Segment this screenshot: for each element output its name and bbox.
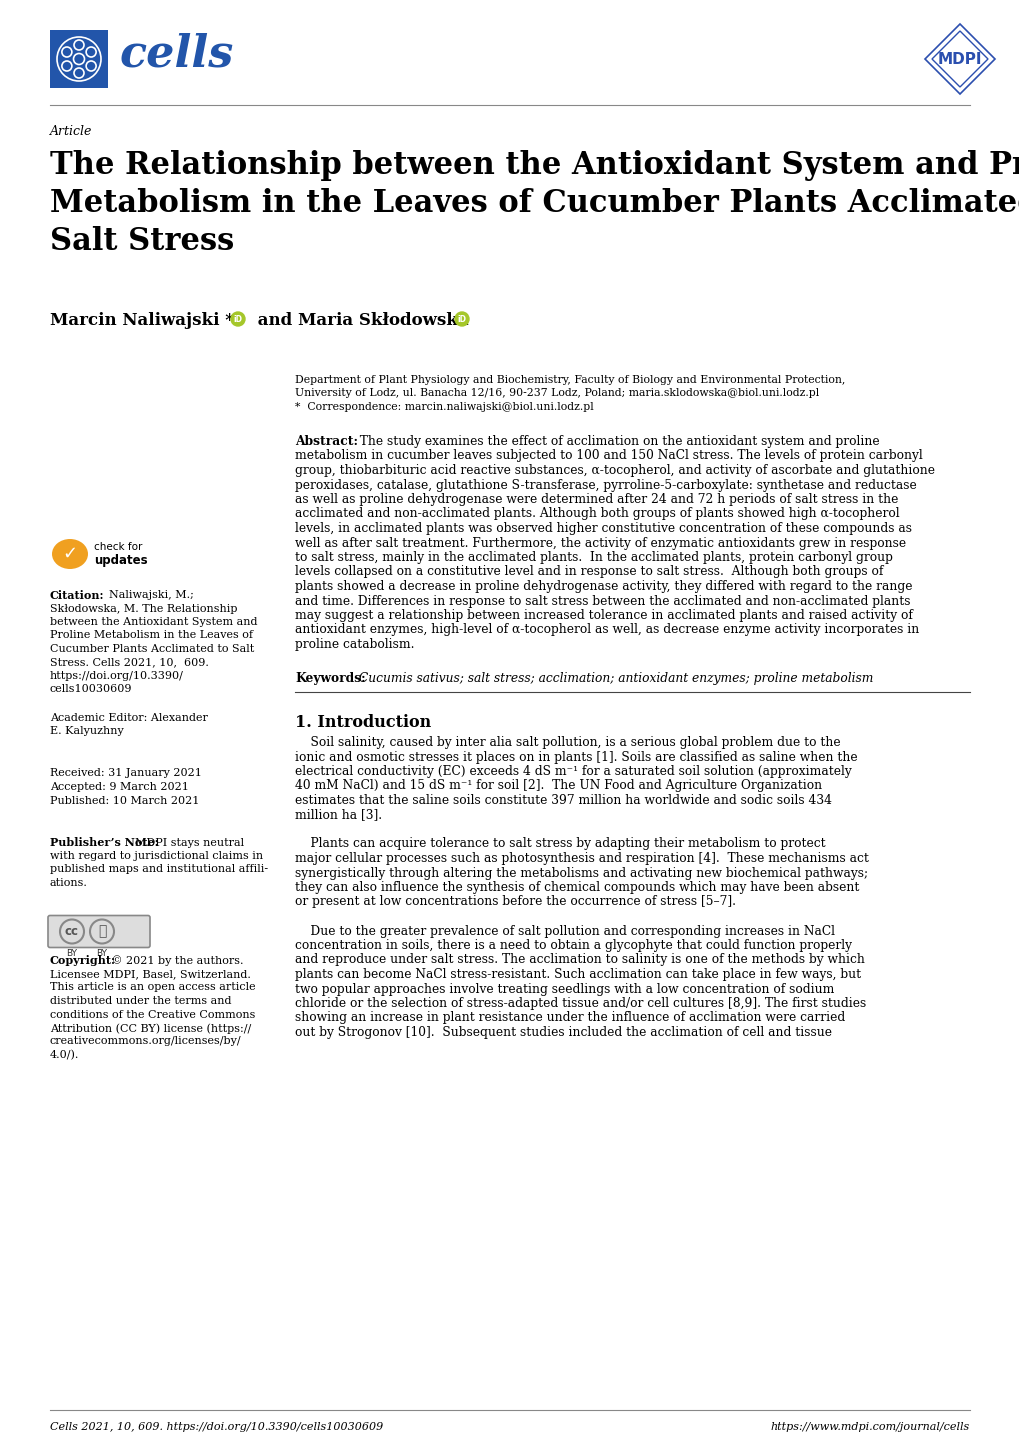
Text: levels, in acclimated plants was observed higher constitutive concentration of t: levels, in acclimated plants was observe… [294,522,911,535]
Text: 1. Introduction: 1. Introduction [294,714,431,731]
Text: Cucumber Plants Acclimated to Salt: Cucumber Plants Acclimated to Salt [50,645,254,655]
Text: electrical conductivity (EC) exceeds 4 dS m⁻¹ for a saturated soil solution (app: electrical conductivity (EC) exceeds 4 d… [294,766,851,779]
Text: ✓: ✓ [62,545,77,562]
Text: Abstract:: Abstract: [294,435,358,448]
Text: synergistically through altering the metabolisms and activating new biochemical : synergistically through altering the met… [294,867,867,880]
Text: may suggest a relationship between increased tolerance in acclimated plants and : may suggest a relationship between incre… [294,609,912,622]
Text: ations.: ations. [50,878,88,888]
Text: Copyright:: Copyright: [50,956,116,966]
Text: Cells 2021, 10, 609. https://doi.org/10.3390/cells10030609: Cells 2021, 10, 609. https://doi.org/10.… [50,1422,383,1432]
Text: acclimated and non-acclimated plants. Although both groups of plants showed high: acclimated and non-acclimated plants. Al… [294,508,899,521]
Text: Publisher’s Note:: Publisher’s Note: [50,838,159,848]
Text: and reproduce under salt stress. The acclimation to salinity is one of the metho: and reproduce under salt stress. The acc… [294,953,864,966]
Text: Academic Editor: Alexander: Academic Editor: Alexander [50,712,208,722]
Text: Stress. Cells 2021, 10,  609.: Stress. Cells 2021, 10, 609. [50,658,209,668]
Text: plants can become NaCl stress-resistant. Such acclimation can take place in few : plants can become NaCl stress-resistant.… [294,968,860,981]
Text: well as after salt treatment. Furthermore, the activity of enzymatic antioxidant: well as after salt treatment. Furthermor… [294,536,905,549]
Text: MDPI: MDPI [936,52,981,66]
Text: Received: 31 January 2021: Received: 31 January 2021 [50,769,202,779]
Text: Plants can acquire tolerance to salt stress by adapting their metabolism to prot: Plants can acquire tolerance to salt str… [294,838,824,851]
Text: Marcin Naliwajski *: Marcin Naliwajski * [50,311,233,329]
Text: plants showed a decrease in proline dehydrogenase activity, they differed with r: plants showed a decrease in proline dehy… [294,580,912,593]
Text: Soil salinity, caused by inter alia salt pollution, is a serious global problem : Soil salinity, caused by inter alia salt… [294,735,840,748]
Text: BY: BY [97,949,107,959]
Text: cells: cells [120,33,234,76]
Text: Skłodowska, M. The Relationship: Skłodowska, M. The Relationship [50,604,237,613]
Circle shape [454,311,469,326]
Circle shape [230,311,245,326]
Text: © 2021 by the authors.: © 2021 by the authors. [108,956,244,966]
Text: between the Antioxidant System and: between the Antioxidant System and [50,617,257,627]
Text: Proline Metabolism in the Leaves of: Proline Metabolism in the Leaves of [50,630,253,640]
Text: Accepted: 9 March 2021: Accepted: 9 March 2021 [50,782,189,792]
Text: Article: Article [50,125,93,138]
Text: chloride or the selection of stress-adapted tissue and/or cell cultures [8,9]. T: chloride or the selection of stress-adap… [294,996,865,1009]
Bar [50,30,108,88]
Text: Department of Plant Physiology and Biochemistry, Faculty of Biology and Environm: Department of Plant Physiology and Bioch… [294,375,845,385]
Text: https://www.mdpi.com/journal/cells: https://www.mdpi.com/journal/cells [770,1422,969,1432]
Text: Due to the greater prevalence of salt pollution and corresponding increases in N: Due to the greater prevalence of salt po… [294,924,835,937]
Text: https://doi.org/10.3390/: https://doi.org/10.3390/ [50,671,183,681]
Text: distributed under the terms and: distributed under the terms and [50,996,231,1007]
Text: published maps and institutional affili-: published maps and institutional affili- [50,865,268,874]
Text: showing an increase in plant resistance under the influence of acclimation were : showing an increase in plant resistance … [294,1011,845,1024]
Text: Published: 10 March 2021: Published: 10 March 2021 [50,796,199,806]
Text: Cucumis sativus; salt stress; acclimation; antioxidant enzymes; proline metaboli: Cucumis sativus; salt stress; acclimatio… [355,672,872,685]
Text: Attribution (CC BY) license (https://: Attribution (CC BY) license (https:// [50,1022,251,1034]
Text: MDPI stays neutral: MDPI stays neutral [127,838,244,848]
Text: Licensee MDPI, Basel, Switzerland.: Licensee MDPI, Basel, Switzerland. [50,969,251,979]
Text: estimates that the saline soils constitute 397 million ha worldwide and sodic so: estimates that the saline soils constitu… [294,795,832,808]
Text: 40 mM NaCl) and 15 dS m⁻¹ for soil [2].  The UN Food and Agriculture Organizatio: 40 mM NaCl) and 15 dS m⁻¹ for soil [2]. … [294,780,821,793]
Text: updates: updates [94,554,148,567]
Text: to salt stress, mainly in the acclimated plants.  In the acclimated plants, prot: to salt stress, mainly in the acclimated… [294,551,892,564]
Text: concentration in soils, there is a need to obtain a glycophyte that could functi: concentration in soils, there is a need … [294,939,851,952]
Text: peroxidases, catalase, glutathione S-transferase, pyrroline-5-carboxylate: synth: peroxidases, catalase, glutathione S-tra… [294,479,916,492]
Text: 4.0/).: 4.0/). [50,1050,79,1060]
Text: proline catabolism.: proline catabolism. [294,637,414,650]
Text: levels collapsed on a constitutive level and in response to salt stress.  Althou: levels collapsed on a constitutive level… [294,565,882,578]
Text: Citation:: Citation: [50,590,104,601]
Text: cells10030609: cells10030609 [50,685,132,695]
Text: antioxidant enzymes, high-level of α-tocopherol as well, as decrease enzyme acti: antioxidant enzymes, high-level of α-toc… [294,623,918,636]
Text: The study examines the effect of acclimation on the antioxidant system and proli: The study examines the effect of acclima… [352,435,878,448]
Text: ⓑ: ⓑ [98,924,106,939]
Text: and Maria Skłodowska: and Maria Skłodowska [252,311,468,329]
Text: cc: cc [65,924,78,937]
Text: ionic and osmotic stresses it places on in plants [1]. Soils are classified as s: ionic and osmotic stresses it places on … [294,750,857,763]
FancyBboxPatch shape [48,916,150,947]
Text: Metabolism in the Leaves of Cucumber Plants Acclimated to: Metabolism in the Leaves of Cucumber Pla… [50,187,1019,219]
Ellipse shape [52,539,88,570]
Text: Naliwajski, M.;: Naliwajski, M.; [102,590,194,600]
Text: conditions of the Creative Commons: conditions of the Creative Commons [50,1009,255,1019]
Text: iD: iD [458,314,466,323]
Text: iD: iD [233,314,243,323]
Text: as well as proline dehydrogenase were determined after 24 and 72 h periods of sa: as well as proline dehydrogenase were de… [294,493,898,506]
Text: group, thiobarbituric acid reactive substances, α-tocopherol, and activity of as: group, thiobarbituric acid reactive subs… [294,464,934,477]
Text: and time. Differences in response to salt stress between the acclimated and non-: and time. Differences in response to sal… [294,594,910,607]
Text: or present at low concentrations before the occurrence of stress [5–7].: or present at low concentrations before … [294,895,736,908]
Text: *  Correspondence: marcin.naliwajski@biol.uni.lodz.pl: * Correspondence: marcin.naliwajski@biol… [294,402,593,412]
Text: Keywords:: Keywords: [294,672,365,685]
Text: University of Lodz, ul. Banacha 12/16, 90-237 Lodz, Poland; maria.sklodowska@bio: University of Lodz, ul. Banacha 12/16, 9… [294,388,818,398]
Text: E. Kalyuzhny: E. Kalyuzhny [50,727,123,737]
Text: major cellular processes such as photosynthesis and respiration [4].  These mech: major cellular processes such as photosy… [294,852,868,865]
Text: with regard to jurisdictional claims in: with regard to jurisdictional claims in [50,851,263,861]
Text: two popular approaches involve treating seedlings with a low concentration of so: two popular approaches involve treating … [294,982,834,995]
Text: metabolism in cucumber leaves subjected to 100 and 150 NaCl stress. The levels o: metabolism in cucumber leaves subjected … [294,450,922,463]
Text: they can also influence the synthesis of chemical compounds which may have been : they can also influence the synthesis of… [294,881,859,894]
Text: million ha [3].: million ha [3]. [294,809,382,822]
Text: This article is an open access article: This article is an open access article [50,982,256,992]
Text: Salt Stress: Salt Stress [50,226,234,257]
Text: BY: BY [66,949,77,959]
Text: check for: check for [94,542,143,552]
Text: out by Strogonov [10].  Subsequent studies included the acclimation of cell and : out by Strogonov [10]. Subsequent studie… [294,1027,832,1040]
Text: creativecommons.org/licenses/by/: creativecommons.org/licenses/by/ [50,1037,242,1047]
Text: The Relationship between the Antioxidant System and Proline: The Relationship between the Antioxidant… [50,150,1019,182]
